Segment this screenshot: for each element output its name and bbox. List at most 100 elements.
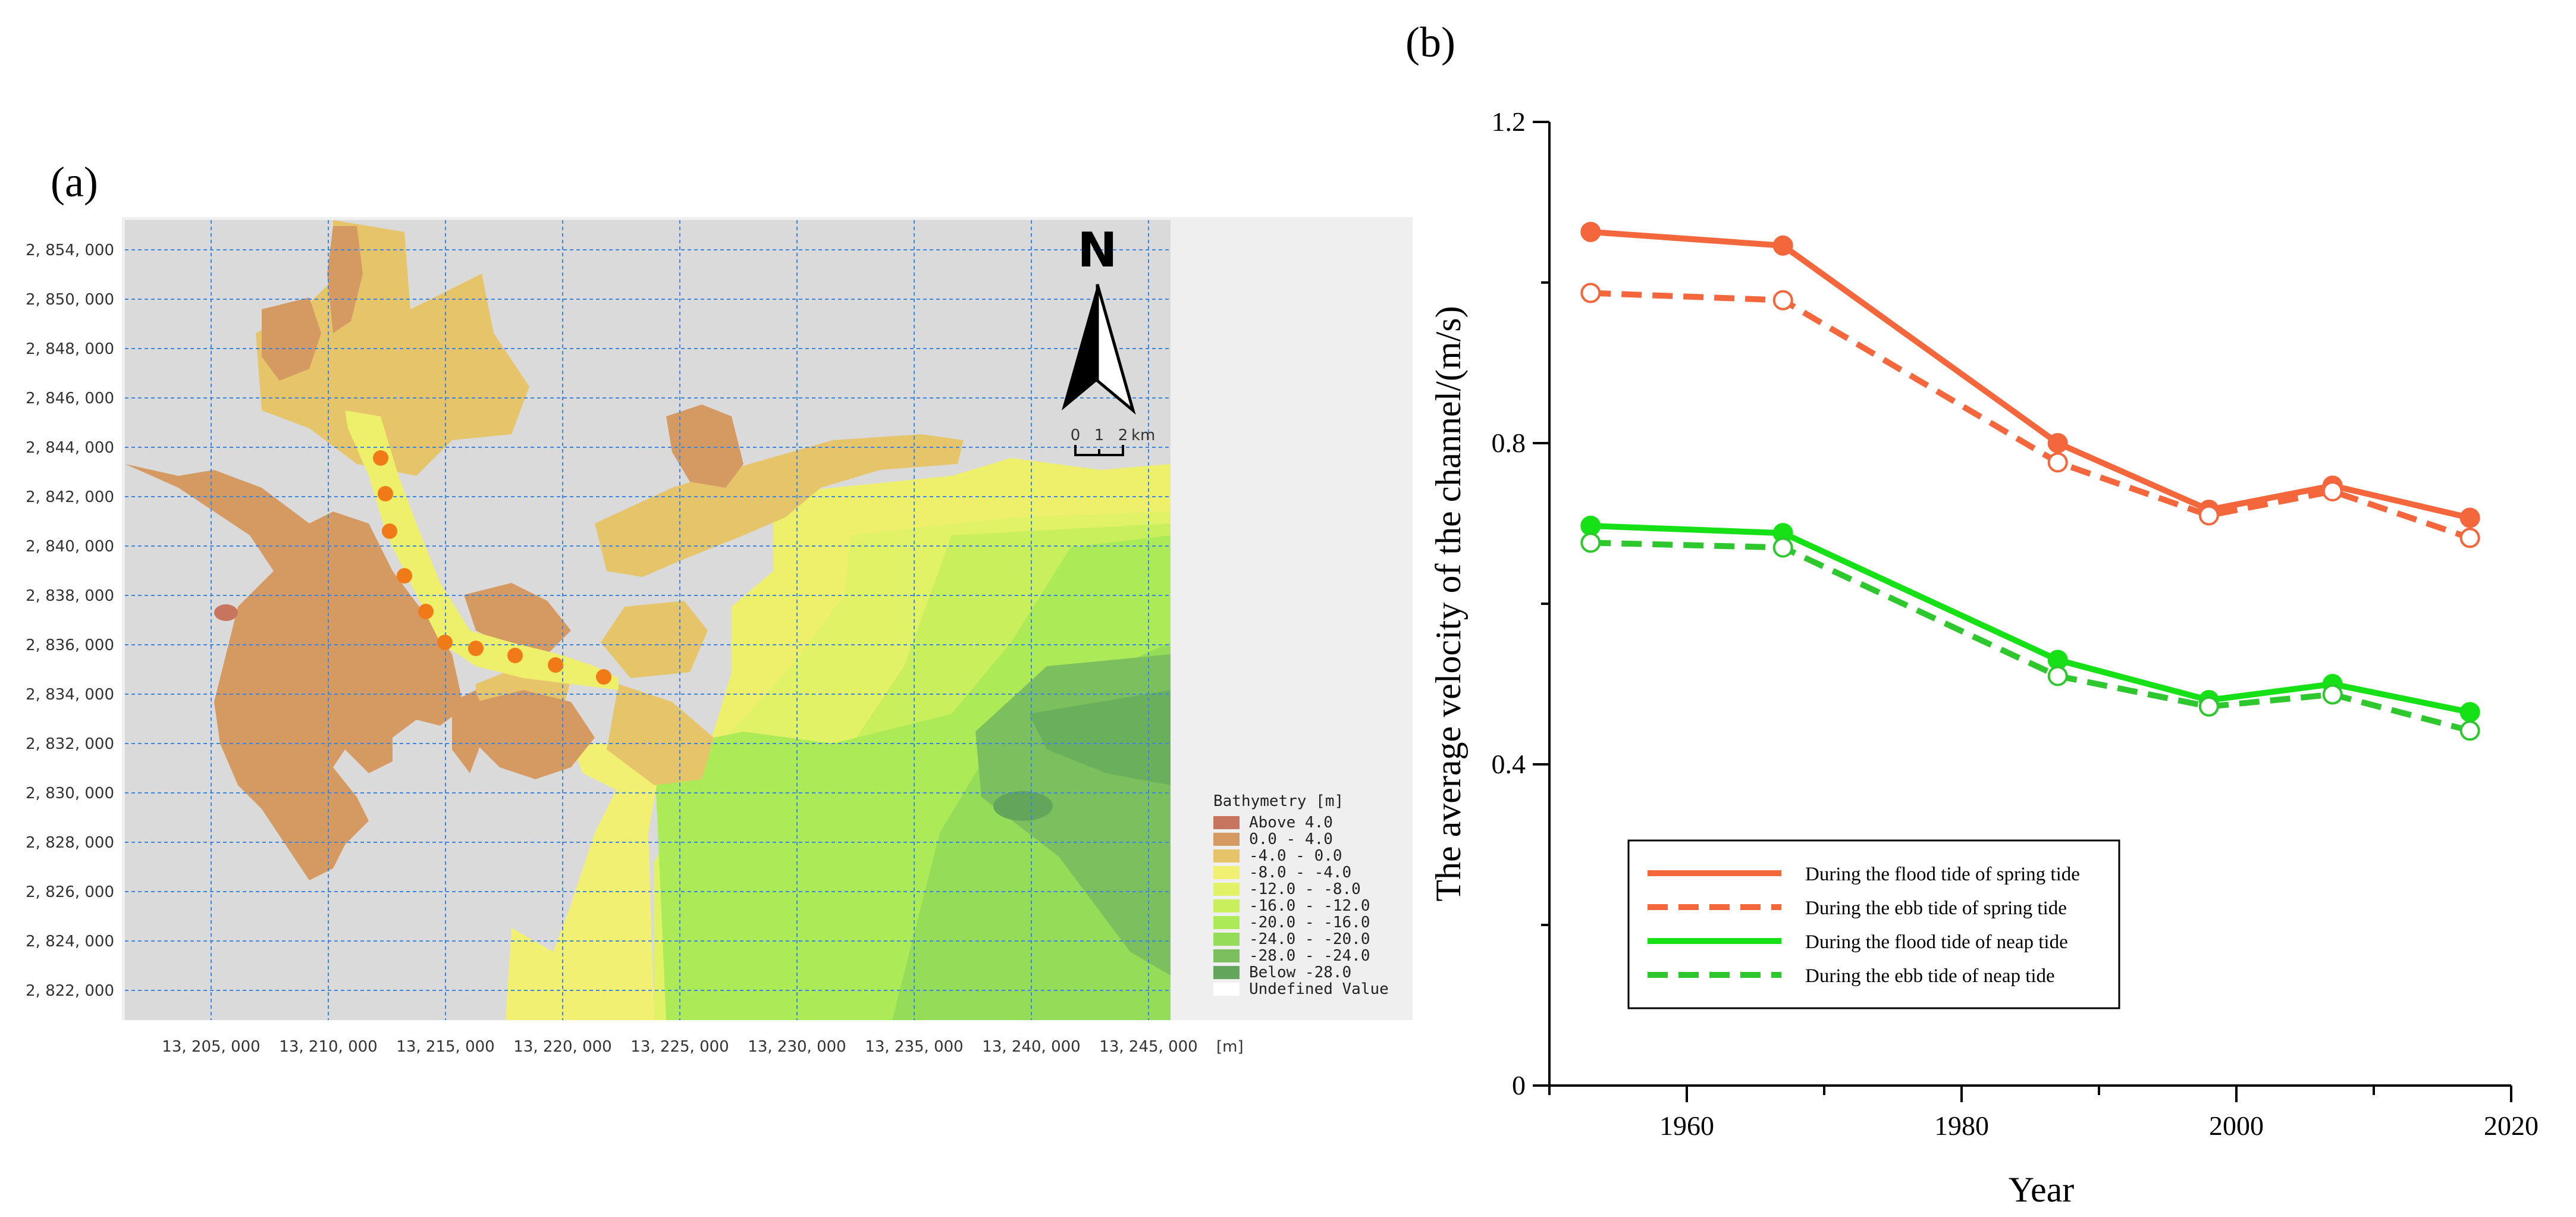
series-point-2: [2047, 452, 2068, 473]
map-y-tick-label: 2, 844, 000: [26, 439, 114, 457]
scale-tick-0: 0: [1071, 426, 1081, 444]
x-axis-label: Year: [2009, 1170, 2075, 1209]
x-tick-label: 1960: [1659, 1111, 1714, 1141]
legend-swatch: [1213, 849, 1240, 862]
legend-label: -12.0 - -8.0: [1249, 880, 1361, 898]
scale-unit: km: [1131, 426, 1155, 444]
map-y-tick-label: 2, 834, 000: [26, 686, 114, 704]
legend-swatch: [1213, 833, 1240, 846]
y-tick-label: 0.8: [1492, 428, 1526, 458]
island-south: [470, 690, 595, 779]
series-point-4: [2047, 666, 2068, 686]
map-y-tick-label: 2, 822, 000: [26, 982, 114, 1000]
series-point-2: [2459, 528, 2480, 548]
map-y-tick-label: 2, 846, 000: [26, 390, 114, 407]
scale-tick-1: 1: [1094, 426, 1105, 444]
map-y-tick-label: 2, 836, 000: [26, 636, 114, 654]
y-axis-label: The average velocity of the channel/(m/s…: [1429, 306, 1468, 901]
scale-bar: 0 1 2 km: [1071, 426, 1155, 456]
x-axis-ticks: 1960 1980 2000 2020: [1548, 1086, 2539, 1141]
map-x-tick-label: 13, 235, 000: [865, 1038, 963, 1056]
bank-edge: [452, 690, 488, 773]
station-marker: [468, 641, 484, 656]
map-y-tick-label: 2, 826, 000: [26, 883, 114, 901]
series-group: [1580, 221, 2480, 741]
legend-swatch: [1213, 966, 1240, 979]
legend-label: Undefined Value: [1249, 980, 1389, 998]
north-arrow-icon: N: [1062, 222, 1136, 415]
legend-swatch: [1213, 899, 1240, 912]
x-tick-label: 1980: [1934, 1111, 1989, 1141]
station-marker: [507, 648, 523, 663]
panel-a-label: (a): [51, 158, 98, 206]
delta-land-west: [125, 464, 464, 880]
legend-label: -24.0 - -20.0: [1249, 930, 1370, 948]
map-y-tick-label: 2, 824, 000: [26, 933, 114, 951]
series-point-4: [2322, 684, 2343, 705]
map-y-ticks: 2, 854, 000 2, 850, 000 2, 848, 000 2, 846,…: [26, 241, 114, 1000]
series-point-4: [2459, 720, 2480, 741]
map-y-tick-label: 2, 842, 000: [26, 488, 114, 506]
channel-stations: [373, 450, 611, 685]
map-x-tick-label: 13, 210, 000: [279, 1038, 377, 1056]
map-x-unit: [m]: [1216, 1038, 1244, 1056]
map-y-tick-label: 2, 830, 000: [26, 785, 114, 802]
station-marker: [418, 604, 434, 619]
series-line-2: [1590, 290, 2471, 541]
legend-label: -4.0 - 0.0: [1249, 847, 1342, 865]
station-marker: [548, 657, 563, 673]
series-point-2: [2322, 481, 2343, 501]
station-marker: [373, 450, 388, 466]
bathymetry-legend: Above 4.0 0.0 - 4.0-4.0 - 0.0-8.0 - -4.0…: [1213, 814, 1389, 998]
tidal-flat-mid: [601, 601, 708, 678]
navigation-channel: [345, 410, 619, 690]
series-point-1: [1772, 235, 1793, 256]
y-axis-ticks: 0 0.4 0.8 1.2: [1492, 106, 1549, 1100]
series-line-1: [1590, 228, 2471, 521]
legend-label: -8.0 - -4.0: [1249, 864, 1351, 882]
legend-title: Bathymetry [m]: [1213, 792, 1344, 810]
legend-label: -20.0 - -16.0: [1249, 914, 1370, 931]
north-label: N: [1078, 222, 1118, 278]
deep-pit: [993, 791, 1053, 821]
series-point-2: [2198, 505, 2219, 526]
legend-swatch: [1213, 933, 1240, 946]
map-y-tick-label: 2, 854, 000: [26, 241, 114, 259]
y-tick-label: 1.2: [1492, 106, 1526, 137]
station-marker: [382, 523, 397, 539]
map-y-tick-label: 2, 848, 000: [26, 340, 114, 358]
map-x-tick-label: 13, 215, 000: [396, 1038, 494, 1056]
map-x-ticks: 13, 205, 000 13, 210, 000 13, 215, 000 13, …: [162, 1038, 1197, 1056]
map-gridlines: [125, 220, 1171, 1020]
chart-legend-label: During the ebb tide of neap tide: [1805, 965, 2055, 987]
legend-label: -28.0 - -24.0: [1249, 947, 1370, 965]
map-x-tick-label: 13, 230, 000: [748, 1038, 846, 1056]
legend-label: -16.0 - -12.0: [1249, 897, 1370, 915]
y-tick-label: 0: [1512, 1070, 1526, 1100]
legend-label: Below -28.0: [1249, 964, 1351, 981]
scale-tick-2: 2: [1118, 426, 1128, 444]
series-point-3: [2459, 702, 2480, 723]
river-flat-north: [256, 220, 529, 476]
y-tick-label: 0.4: [1492, 749, 1526, 779]
legend-swatch: [1213, 949, 1240, 962]
map-y-tick-label: 2, 838, 000: [26, 587, 114, 605]
map-x-tick-label: 13, 205, 000: [162, 1038, 260, 1056]
station-marker: [378, 486, 393, 501]
station-marker: [437, 635, 453, 650]
tidal-flat-north: [595, 434, 964, 577]
panel-b-label: (b): [1405, 18, 1455, 66]
x-tick-label: 2020: [2484, 1111, 2539, 1141]
series-line-4: [1590, 540, 2471, 734]
legend-swatch: [1213, 883, 1240, 896]
map-x-tick-label: 13, 240, 000: [982, 1038, 1080, 1056]
x-tick-label: 2000: [2209, 1111, 2264, 1141]
land-patch-north: [262, 297, 321, 381]
chart-legend-box: [1627, 839, 2120, 1009]
map-x-tick-label: 13, 220, 000: [513, 1038, 611, 1056]
chart-legend-label: During the ebb tide of spring tide: [1805, 898, 2067, 919]
legend-swatch: [1213, 816, 1240, 829]
chart-legend-label: During the flood tide of neap tide: [1805, 931, 2068, 953]
series-point-1: [1580, 221, 1601, 242]
